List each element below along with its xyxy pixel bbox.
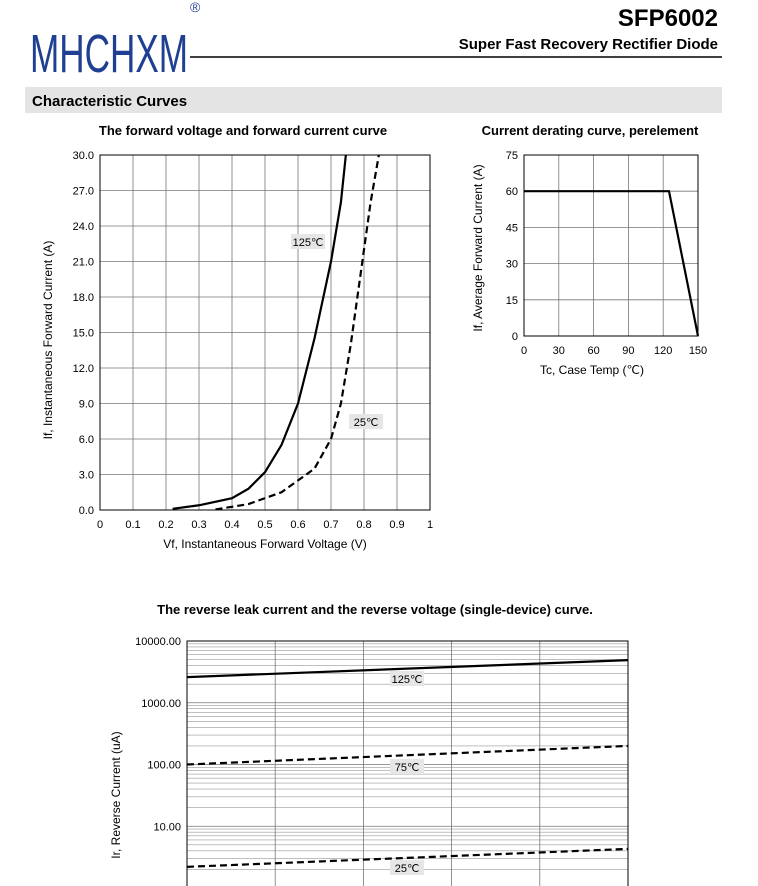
x-tick-label: 0.1 [125,519,140,531]
x-tick-label: 0.2 [158,519,173,531]
chart-title: The forward voltage and forward current … [99,123,387,138]
y-axis-label: Ir, Reverse Current (uA) [109,731,123,858]
x-tick-label: 0 [97,519,103,531]
curve-label-bg [291,234,325,249]
x-tick-label: 0.4 [224,519,239,531]
y-tick-label: 1000.00 [141,698,181,710]
x-tick-label: 60 [587,345,599,357]
x-tick-label: 1 [427,519,433,531]
x-axis-label: Vf, Instantaneous Forward Voltage (V) [163,537,366,551]
plot-frame [99,154,431,511]
y-tick-label: 10.00 [153,821,181,833]
curve [524,190,700,337]
x-tick-label: 120 [654,345,672,357]
x-tick-label: 0 [521,345,527,357]
x-tick-label: 30 [553,345,565,357]
y-tick-label: 21.0 [73,257,94,269]
section-title: Characteristic Curves [32,93,187,110]
chart-title: Current derating curve, perelement [482,123,699,138]
x-tick-label: 0.6 [290,519,305,531]
y-tick-label: 27.0 [73,186,94,198]
y-axis-label: If, Average Forward Current (A) [471,164,485,331]
y-tick-label: 18.0 [73,292,94,304]
registered-mark: ® [190,0,201,15]
curve-label-bg [390,671,424,686]
x-axis-label: Tc, Case Temp (℃) [540,363,644,377]
y-tick-label: 0.0 [79,505,94,517]
curve-label-bg [390,759,424,774]
y-tick-label: 45 [506,222,518,234]
part-number: SFP6002 [618,5,718,32]
curve [172,154,347,510]
plot-frame [523,154,699,337]
curve [186,744,629,766]
y-tick-label: 10000.00 [135,636,181,648]
section-bar [25,87,722,113]
x-tick-label: 0.9 [389,519,404,531]
y-tick-label: 0 [512,331,518,343]
y-tick-label: 3.0 [79,470,94,482]
y-tick-label: 75 [506,150,518,162]
curve-label: 125℃ [392,674,423,686]
y-axis-label: If, Instantaneous Forward Current (A) [41,241,55,440]
curve [186,847,629,868]
curve [186,659,629,679]
x-tick-label: 0.5 [257,519,272,531]
logo: MHCHXM [30,24,188,84]
curve-label: 25℃ [354,417,379,429]
y-tick-label: 60 [506,186,518,198]
y-tick-label: 12.0 [73,363,94,375]
x-tick-label: 0.8 [356,519,371,531]
curve [215,154,380,511]
description: Super Fast Recovery Rectifier Diode [459,36,718,53]
chart-title: The reverse leak current and the reverse… [157,602,593,617]
y-tick-label: 15 [506,295,518,307]
y-tick-label: 9.0 [79,399,94,411]
y-tick-label: 100.00 [147,760,181,772]
y-tick-label: 30.0 [73,150,94,162]
x-tick-label: 0.3 [191,519,206,531]
curve-label: 75℃ [395,762,420,774]
curve-label-bg [390,860,424,875]
y-tick-label: 6.0 [79,434,94,446]
y-tick-label: 30 [506,259,518,271]
y-tick-label: 15.0 [73,328,94,340]
y-tick-label: 24.0 [73,221,94,233]
x-tick-label: 0.7 [323,519,338,531]
x-tick-label: 150 [689,345,707,357]
x-tick-label: 90 [622,345,634,357]
curve-label-bg [349,414,383,429]
curve-label: 25℃ [395,863,420,875]
curve-label: 125℃ [293,237,324,249]
